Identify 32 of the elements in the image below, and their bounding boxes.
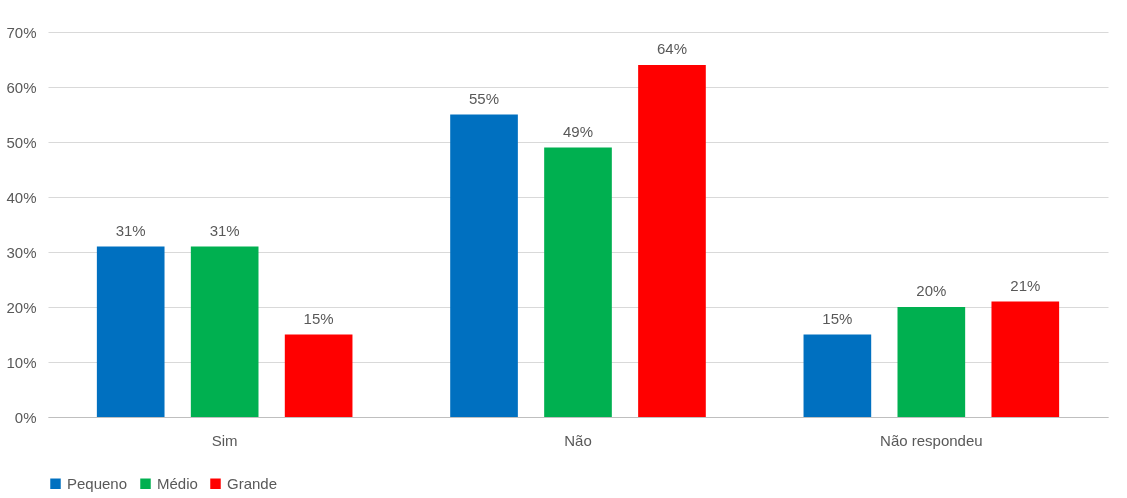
data-label: 55%	[469, 89, 500, 107]
data-label: 49%	[562, 122, 594, 140]
y-tick-label: 30%	[6, 243, 37, 261]
data-label: 31%	[209, 221, 240, 239]
bar	[450, 114, 518, 417]
y-tick-label: 60%	[6, 78, 37, 96]
y-tick-label: 40%	[6, 188, 37, 206]
legend-label: Médio	[157, 474, 198, 492]
bar	[190, 246, 259, 417]
bar	[803, 334, 872, 417]
bar	[544, 147, 612, 417]
x-tick-label: Não respondeu	[880, 431, 983, 449]
data-label: 15%	[303, 309, 334, 327]
y-tick-label: 70%	[6, 23, 37, 41]
bar	[96, 246, 165, 417]
legend-label: Grande	[227, 474, 278, 492]
y-tick-label: 20%	[6, 298, 37, 316]
data-label: 21%	[1010, 276, 1041, 294]
y-tick-label: 0%	[14, 408, 37, 426]
bar	[991, 301, 1060, 417]
x-tick-label: Sim	[211, 431, 238, 449]
data-label: 20%	[916, 282, 947, 299]
data-label: 31%	[115, 221, 146, 239]
y-tick-label: 10%	[6, 353, 37, 371]
data-label: 15%	[822, 309, 853, 327]
data-label: 64%	[656, 40, 687, 57]
y-tick-label: 50%	[6, 133, 37, 151]
x-tick-label: Não	[564, 431, 592, 449]
bar	[638, 65, 706, 417]
bar	[897, 307, 966, 417]
bar	[284, 334, 353, 417]
legend-label: Pequeno	[67, 474, 128, 492]
